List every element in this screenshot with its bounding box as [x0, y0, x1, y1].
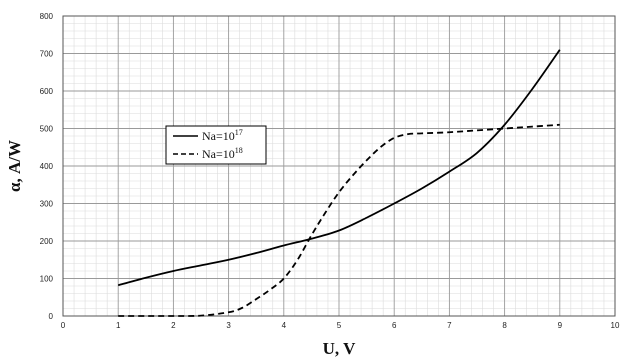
series-line-1 — [117, 49, 561, 287]
x-tick-label: 6 — [392, 321, 397, 330]
x-tick-label: 0 — [61, 321, 66, 330]
y-tick-label: 600 — [40, 87, 54, 96]
y-axis-title: α, A/W — [5, 140, 24, 192]
y-tick-label: 0 — [49, 312, 54, 321]
series-line-2 — [118, 123, 560, 317]
x-tick-label: 3 — [226, 321, 231, 330]
legend-label-series-2: Na=1018 — [202, 146, 243, 161]
y-tick-label: 300 — [40, 200, 54, 209]
x-tick-label: 2 — [171, 321, 176, 330]
y-tick-label: 400 — [40, 162, 54, 171]
plot-frame — [62, 15, 616, 317]
x-axis-title: U, V — [323, 339, 356, 358]
legend-box — [165, 125, 267, 165]
series-layer — [117, 49, 561, 317]
x-tick-label: 4 — [282, 321, 287, 330]
x-tick-label: 1 — [116, 321, 121, 330]
x-tick-label: 7 — [447, 321, 452, 330]
legend-label-series-1-exponent: 17 — [235, 128, 243, 137]
y-tick-labels: 0 100 200 300 400 500 600 700 800 — [40, 12, 54, 321]
x-tick-labels: 0 1 2 3 4 5 6 7 8 9 10 — [61, 321, 620, 330]
legend-label-series-1-base: Na=10 — [202, 129, 235, 143]
y-tick-label: 500 — [40, 125, 54, 134]
legend-label-series-1: Na=1017 — [202, 128, 243, 143]
x-tick-label: 5 — [337, 321, 342, 330]
y-tick-label: 100 — [40, 275, 54, 284]
legend-label-series-2-exponent: 18 — [235, 146, 243, 155]
x-tick-label: 10 — [611, 321, 620, 330]
x-tick-label: 9 — [558, 321, 563, 330]
y-tick-label: 700 — [40, 50, 54, 59]
legend: Na=1017 Na=1018 — [165, 125, 267, 165]
legend-label-series-2-base: Na=10 — [202, 147, 235, 161]
x-tick-label: 8 — [502, 321, 507, 330]
y-tick-label: 800 — [40, 12, 54, 21]
y-tick-label: 200 — [40, 237, 54, 246]
